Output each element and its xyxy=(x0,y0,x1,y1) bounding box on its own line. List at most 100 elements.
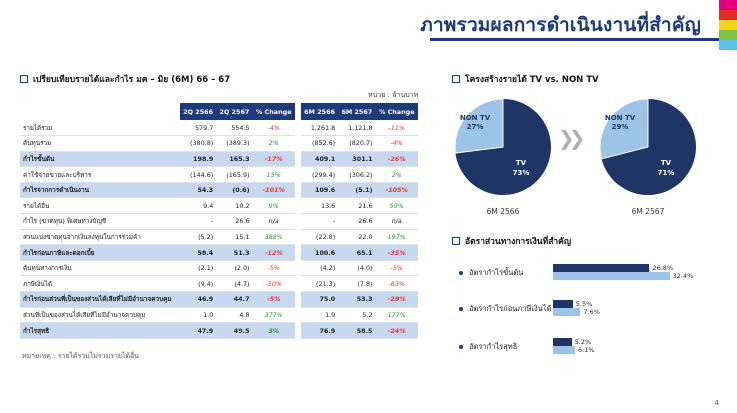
row-label: กำไรขั้นต้น xyxy=(20,151,180,168)
table-row: ต้นทุนทางการเงิน (2.1) (2.0) -5% (4.2) (4.0) -… xyxy=(20,260,418,277)
row-label: กำไรจากการดำเนินงาน xyxy=(20,182,180,199)
bullet-icon xyxy=(459,271,463,275)
row-label: ต้นทุนทางการเงิน xyxy=(20,260,180,277)
col-header: % Change xyxy=(375,103,418,120)
pct-change-cell: 2% xyxy=(375,166,418,183)
value-cell: 198.9 xyxy=(180,151,217,168)
bar-dark-value: 5.2% xyxy=(574,338,592,346)
value-cell: 65.1 xyxy=(338,244,376,261)
pct-change-cell: -26% xyxy=(375,151,418,168)
checkbox-square-icon xyxy=(20,75,28,83)
table-row: รายได้รวม 579.7 554.5 -4% 1,261.8 1,121.8 -11% xyxy=(20,120,418,137)
value-cell: (21.3) xyxy=(300,275,339,293)
stripe xyxy=(719,0,737,10)
table-row: ส่วนแบ่งขาดทุนจากเงินลงทุนในการร่วมค้า (5… xyxy=(20,229,418,246)
page-number: 4 xyxy=(714,399,719,407)
table-header-row: 2Q 2566 2Q 2567 % Change 6M 2566 6M 2567… xyxy=(20,103,418,120)
unit-label: หน่วย : ล้านบาท xyxy=(368,91,419,99)
bar-light xyxy=(553,308,581,316)
bar-light-value: 7.6% xyxy=(583,308,600,316)
value-cell: - xyxy=(300,213,339,230)
pct-change-cell: 2% xyxy=(252,135,295,152)
value-cell: 22.0 xyxy=(338,229,376,246)
stripe xyxy=(719,10,737,20)
value-cell: (389.3) xyxy=(216,135,253,152)
table-row: กำไรจากการดำเนินงาน 54.3 (0.6) -101% 109.6 (5… xyxy=(20,182,418,199)
chevron-right-icon: ❯❯ xyxy=(558,126,585,150)
value-cell: 301.1 xyxy=(338,151,376,168)
table-row: รายได้อื่น 9.4 10.2 9% 13.6 21.6 59% xyxy=(20,197,418,215)
value-cell: (22.8) xyxy=(300,229,339,246)
checkbox-square-icon xyxy=(452,237,460,245)
header-blank xyxy=(20,103,180,120)
value-cell: 5.2 xyxy=(338,307,376,324)
ratio-label: อัตรากำไรสุทธิ xyxy=(459,341,517,353)
col-header: 6M 2566 xyxy=(300,103,339,120)
ratios-heading: อัตราส่วนทางการเงินที่สำคัญ xyxy=(452,234,571,248)
pct-change-cell: -4% xyxy=(252,120,295,137)
ratio-label-text: อัตรากำไรก่อนภาษีเงินได้ xyxy=(469,304,552,313)
value-cell: 47.9 xyxy=(180,322,217,339)
bar-dark xyxy=(553,264,650,272)
bar-light-value: 6.1% xyxy=(577,346,595,354)
value-cell: 46.9 xyxy=(180,291,217,308)
value-cell: 1.0 xyxy=(180,307,217,324)
pie-year-label: 6M 2566 xyxy=(487,207,520,216)
color-stripes xyxy=(719,0,737,50)
table-row: กำไร (ขาดทุน) พิเศษทางบัญชี -26.6 n/a -26.6… xyxy=(20,213,418,230)
table-row: กำไรขั้นต้น 198.9 165.3 -17% 409.1 301.1 -26% xyxy=(20,151,418,168)
ratio-label-text: อัตรากำไรสุทธิ xyxy=(469,342,518,351)
value-cell: (7.8) xyxy=(338,275,376,293)
revenue-structure-heading: โครงสร้างรายได้ TV vs. NON TV xyxy=(452,72,599,86)
pct-change-cell: -5% xyxy=(252,260,295,277)
value-cell: (4.2) xyxy=(300,260,339,277)
bullet-icon xyxy=(459,307,463,311)
pct-change-cell: 15% xyxy=(252,166,295,183)
pct-change-cell: 59% xyxy=(375,197,418,215)
row-label: ต้นทุนรวม xyxy=(20,135,180,152)
value-cell: 554.5 xyxy=(216,120,253,137)
value-cell: (306.2) xyxy=(338,166,376,183)
bar-light-value: 32.4% xyxy=(672,272,694,280)
table-section-heading: เปรียบเทียบรายได้และกำไร มค – มิย (6M) 6… xyxy=(20,72,230,86)
value-cell: (5.2) xyxy=(180,229,217,246)
pie-slice-non-tv xyxy=(599,98,649,160)
table-note: หมายเหตุ : รายได้รวมไม่รวมรายได้อื่น xyxy=(22,352,140,360)
table-row: ต้นทุนรวม (380.8) (389.3) 2% (852.6) (820.7) -… xyxy=(20,135,418,152)
value-cell: (0.6) xyxy=(216,182,253,199)
value-cell: 58.4 xyxy=(180,244,217,261)
value-cell: 1.9 xyxy=(300,307,339,324)
pct-change-cell: 197% xyxy=(375,229,418,246)
row-label: รายได้รวม xyxy=(20,120,180,137)
value-cell: 9.4 xyxy=(180,197,217,215)
value-cell: (2.1) xyxy=(180,260,217,277)
value-cell: 76.9 xyxy=(300,322,339,339)
non-tv-value: 29% xyxy=(612,123,629,131)
non-tv-value: 27% xyxy=(467,123,484,131)
value-cell: 54.3 xyxy=(180,182,217,199)
table-row: กำไรสุทธิ 47.9 49.5 3% 76.9 58.5 -24% xyxy=(20,322,418,339)
tv-label: TV xyxy=(516,159,527,167)
value-cell: (144.6) xyxy=(180,166,217,183)
pct-change-cell: -50% xyxy=(252,275,295,293)
value-cell: 75.0 xyxy=(300,291,339,308)
row-label: กำไรก่อนภาษีและดอกเบี้ย xyxy=(20,244,180,261)
value-cell: 44.7 xyxy=(216,291,253,308)
pct-change-cell: 388% xyxy=(252,229,295,246)
ratio-label: อัตรากำไรก่อนภาษีเงินได้ xyxy=(459,303,551,315)
tv-value: 73% xyxy=(513,169,530,177)
row-label: ส่วนแบ่งขาดทุนจากเงินลงทุนในการร่วมค้า xyxy=(20,229,180,246)
value-cell: 26.6 xyxy=(216,213,253,230)
tv-value: 71% xyxy=(658,169,675,177)
value-cell: - xyxy=(180,213,217,230)
table-row: กำไรก่อนภาษีและดอกเบี้ย 58.4 51.3 -12% 100.6… xyxy=(20,244,418,261)
table-row: ส่วนที่เป็นของส่วนได้เสียที่ไม่มีอำนาจคว… xyxy=(20,307,418,324)
value-cell: 53.3 xyxy=(338,291,376,308)
checkbox-square-icon xyxy=(452,75,460,83)
pct-change-cell: -24% xyxy=(375,322,418,339)
title-underline xyxy=(430,38,719,41)
value-cell: 109.6 xyxy=(300,182,339,199)
value-cell: 15.1 xyxy=(216,229,253,246)
value-cell: 49.5 xyxy=(216,322,253,339)
